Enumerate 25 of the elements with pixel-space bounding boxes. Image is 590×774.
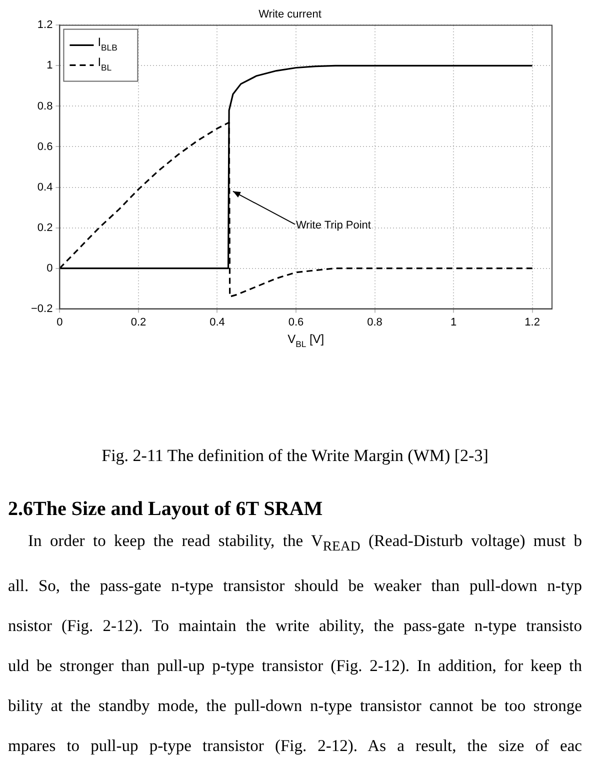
y-tick-label: −0.2 <box>30 302 53 315</box>
x-tick-label: 1.2 <box>524 316 540 328</box>
x-tick-label: 0 <box>56 316 63 328</box>
y-tick-label: 0.6 <box>37 140 53 153</box>
x-tick-label: 0.2 <box>130 316 146 328</box>
y-tick-label: 0 <box>46 262 53 274</box>
chart-title: Write current <box>258 8 322 21</box>
annotation: Write Trip Point <box>296 219 371 232</box>
y-tick-label: 1.2 <box>37 19 53 32</box>
x-tick-label: 0.4 <box>210 316 225 328</box>
caption: Fig. 2-11 The definition of the Write Margin (WM) [2-3] <box>100 446 490 466</box>
text: all. So, the pass-gate n-type transistor should be weaker than pull-down n-typ <box>8 575 582 598</box>
text: nsistor (Fig. 2-12). To maintain the write ability, the pass-gate n-type transisto <box>8 615 582 638</box>
y-tick-label: 0.8 <box>37 100 53 112</box>
text: uld be stronger than pull-up p-type transistor (Fig. 2-12). In addition, for keep th <box>8 655 582 678</box>
y-tick-label: 1 <box>46 60 53 72</box>
y-tick-label: 0.4 <box>37 181 53 194</box>
x-tick-label: 0.8 <box>367 316 382 328</box>
x-tick-label: 0.6 <box>288 316 304 328</box>
text: bility at the standby mode, the pull-down n-type transistor cannot be too stronge <box>8 695 582 718</box>
text: 2.6The Size and Layout of 6T SRAM <box>8 498 324 521</box>
text: In order to keep the read stability, the V$_{READ}$ (Read-Disturb voltage) must b <box>27 530 582 556</box>
x-tick-label: 1 <box>450 316 457 328</box>
text: mpares to pull-up p-type transistor (Fig. 2-12). As a result, the size of eac <box>8 735 582 758</box>
y-tick-label: 0.2 <box>37 222 53 234</box>
